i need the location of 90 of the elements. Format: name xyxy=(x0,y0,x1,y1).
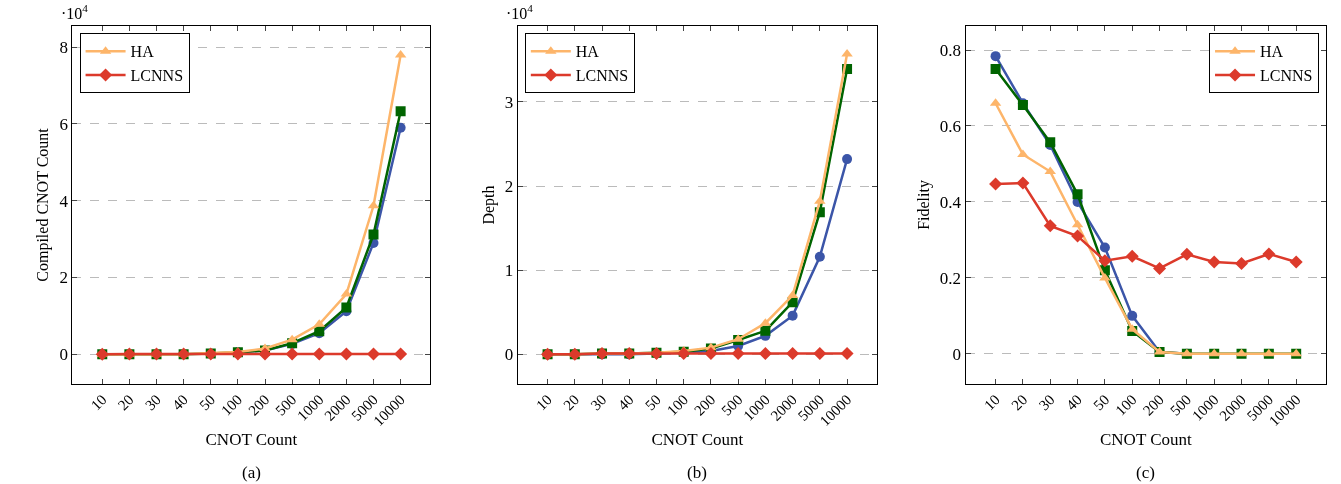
y-tick-label: 0.6 xyxy=(939,116,962,136)
point xyxy=(990,51,1001,62)
point xyxy=(286,334,298,343)
y-tick-label: 1 xyxy=(504,261,514,281)
x-tick-label: 50 xyxy=(196,391,219,414)
point xyxy=(1016,176,1030,190)
point xyxy=(990,64,1001,75)
x-tick-label: 30 xyxy=(587,391,610,414)
x-tick-label: 20 xyxy=(1008,391,1031,414)
point xyxy=(786,347,800,361)
point xyxy=(840,347,854,361)
y-tick-label: 4 xyxy=(59,191,69,211)
x-tick-label: 30 xyxy=(1035,391,1058,414)
y-tick-label: 6 xyxy=(59,114,69,134)
point xyxy=(1127,310,1138,321)
legend-label: HA xyxy=(575,43,600,61)
x-axis-title: CNOT Count xyxy=(205,429,298,449)
point xyxy=(368,229,379,240)
legend-label: LCNNS xyxy=(130,67,184,85)
point xyxy=(1098,254,1112,268)
point xyxy=(1289,255,1303,269)
y-tick-label: 0 xyxy=(504,345,514,365)
legend-label: HA xyxy=(1260,43,1284,61)
x-axis-title: CNOT Count xyxy=(1099,429,1193,449)
y-tick-label: 0 xyxy=(59,345,69,365)
x-tick-label: 40 xyxy=(1063,391,1085,414)
x-tick-label: 100 xyxy=(218,391,246,419)
legend-label: HA xyxy=(130,43,155,61)
x-tick-label: 100 xyxy=(663,391,692,419)
y-tick-label: 8 xyxy=(59,38,69,58)
y-tick-label: 0.8 xyxy=(939,41,962,61)
legend-label: LCNNS xyxy=(575,67,629,85)
x-tick-label: 10 xyxy=(87,391,110,414)
point xyxy=(366,347,380,361)
point xyxy=(1207,255,1221,269)
point xyxy=(1235,256,1249,270)
point xyxy=(1099,242,1110,253)
x-tick-label: 200 xyxy=(691,391,719,419)
y-tick-label: 0.4 xyxy=(939,192,962,212)
x-tick-label: 200 xyxy=(1139,391,1167,419)
text: ·10$^{4}$ xyxy=(61,2,89,22)
point xyxy=(758,347,772,361)
y-axis-title: Fidelity xyxy=(914,180,933,230)
y-tick-label: 0 xyxy=(952,344,962,364)
x-tick-label: 30 xyxy=(142,391,164,414)
point xyxy=(339,347,353,361)
x-tick-label: 20 xyxy=(560,391,583,414)
point xyxy=(1262,247,1276,261)
point xyxy=(813,347,827,361)
point xyxy=(814,251,825,262)
point xyxy=(787,310,798,321)
point xyxy=(842,154,853,165)
point xyxy=(731,347,745,361)
point xyxy=(1071,229,1085,243)
y-tick-label: 2 xyxy=(59,268,69,288)
y-tick-label: 3 xyxy=(504,92,514,112)
x-axis-title: CNOT Count xyxy=(651,429,744,449)
text: (a) xyxy=(242,463,261,482)
text: (b) xyxy=(687,463,707,482)
point xyxy=(760,325,771,336)
x-tick-label: 10 xyxy=(533,391,555,414)
point xyxy=(341,302,352,313)
x-tick-label: 20 xyxy=(114,391,137,414)
point xyxy=(312,347,326,361)
x-tick-label: 50 xyxy=(641,391,664,414)
x-tick-label: 40 xyxy=(614,391,637,414)
point xyxy=(1153,261,1167,275)
point xyxy=(394,347,408,361)
point xyxy=(258,347,272,361)
point xyxy=(704,347,718,361)
point xyxy=(1125,249,1139,263)
point xyxy=(841,48,853,57)
x-tick-label: 100 xyxy=(1112,391,1140,419)
point xyxy=(1043,219,1057,233)
point xyxy=(989,177,1003,191)
y-axis-title: Compiled CNOT Count xyxy=(34,127,53,282)
x-tick-label: 200 xyxy=(245,391,273,419)
x-tick-label: 10 xyxy=(981,391,1003,414)
text: (c) xyxy=(1136,463,1155,482)
y-tick-label: 0.2 xyxy=(939,268,962,288)
y-axis-title: Depth xyxy=(479,185,498,225)
point xyxy=(1180,247,1194,261)
legend-label: LCNNS xyxy=(1260,67,1313,85)
point xyxy=(395,106,406,117)
x-tick-label: 40 xyxy=(169,391,192,414)
point xyxy=(285,347,299,361)
y-tick-label: 2 xyxy=(504,176,514,196)
x-tick-label: 50 xyxy=(1090,391,1113,414)
point xyxy=(1072,189,1083,200)
text: ·10$^{4}$ xyxy=(506,2,534,22)
